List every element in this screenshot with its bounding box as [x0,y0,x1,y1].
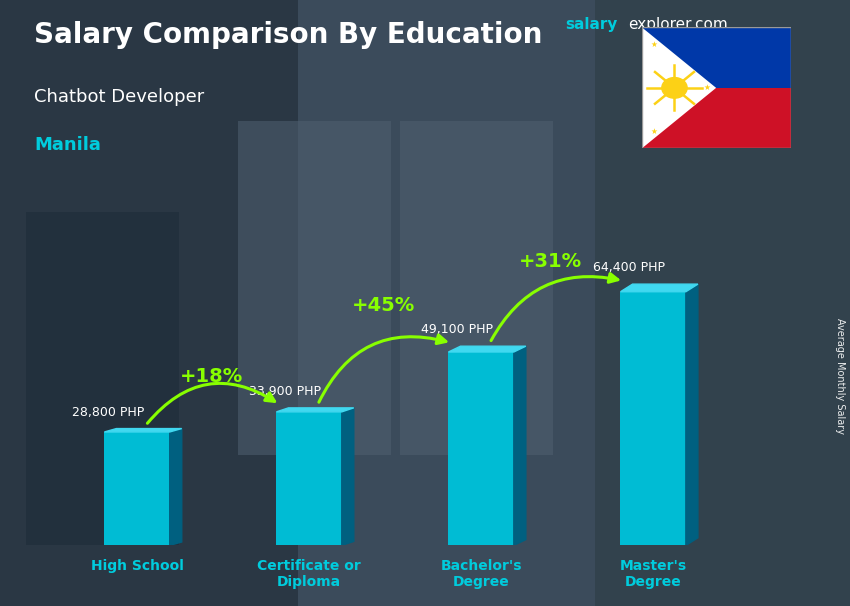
Bar [595,0,850,606]
Text: 28,800 PHP: 28,800 PHP [71,405,144,419]
Text: 33,900 PHP: 33,900 PHP [249,385,321,398]
Text: Average Monthly Salary: Average Monthly Salary [835,318,845,434]
Bar [620,291,686,545]
Bar [642,88,790,148]
Polygon shape [513,346,526,545]
Text: salary: salary [565,17,618,32]
Text: 64,400 PHP: 64,400 PHP [593,261,665,275]
Polygon shape [276,408,354,412]
Polygon shape [642,27,716,148]
Bar [0,0,298,606]
Bar [400,121,552,454]
Text: Manila: Manila [34,136,101,155]
Text: ★: ★ [704,84,711,92]
Bar [26,212,178,545]
Circle shape [662,78,687,98]
Polygon shape [342,408,354,545]
Bar [105,432,170,545]
Polygon shape [105,428,182,432]
Polygon shape [686,284,698,545]
Bar [238,121,391,454]
Polygon shape [449,346,526,352]
Text: +31%: +31% [518,252,581,271]
Bar [298,0,595,606]
Text: explorer.com: explorer.com [628,17,728,32]
Text: Salary Comparison By Education: Salary Comparison By Education [34,21,542,49]
Text: 49,100 PHP: 49,100 PHP [421,324,493,336]
Polygon shape [170,428,182,545]
Bar [642,27,790,88]
Bar [276,412,342,545]
Text: ★: ★ [650,127,657,136]
Text: ★: ★ [650,40,657,48]
Text: +18%: +18% [179,367,242,385]
Polygon shape [620,284,698,291]
Text: Chatbot Developer: Chatbot Developer [34,88,204,106]
Text: +45%: +45% [351,296,415,315]
Bar [449,352,513,545]
